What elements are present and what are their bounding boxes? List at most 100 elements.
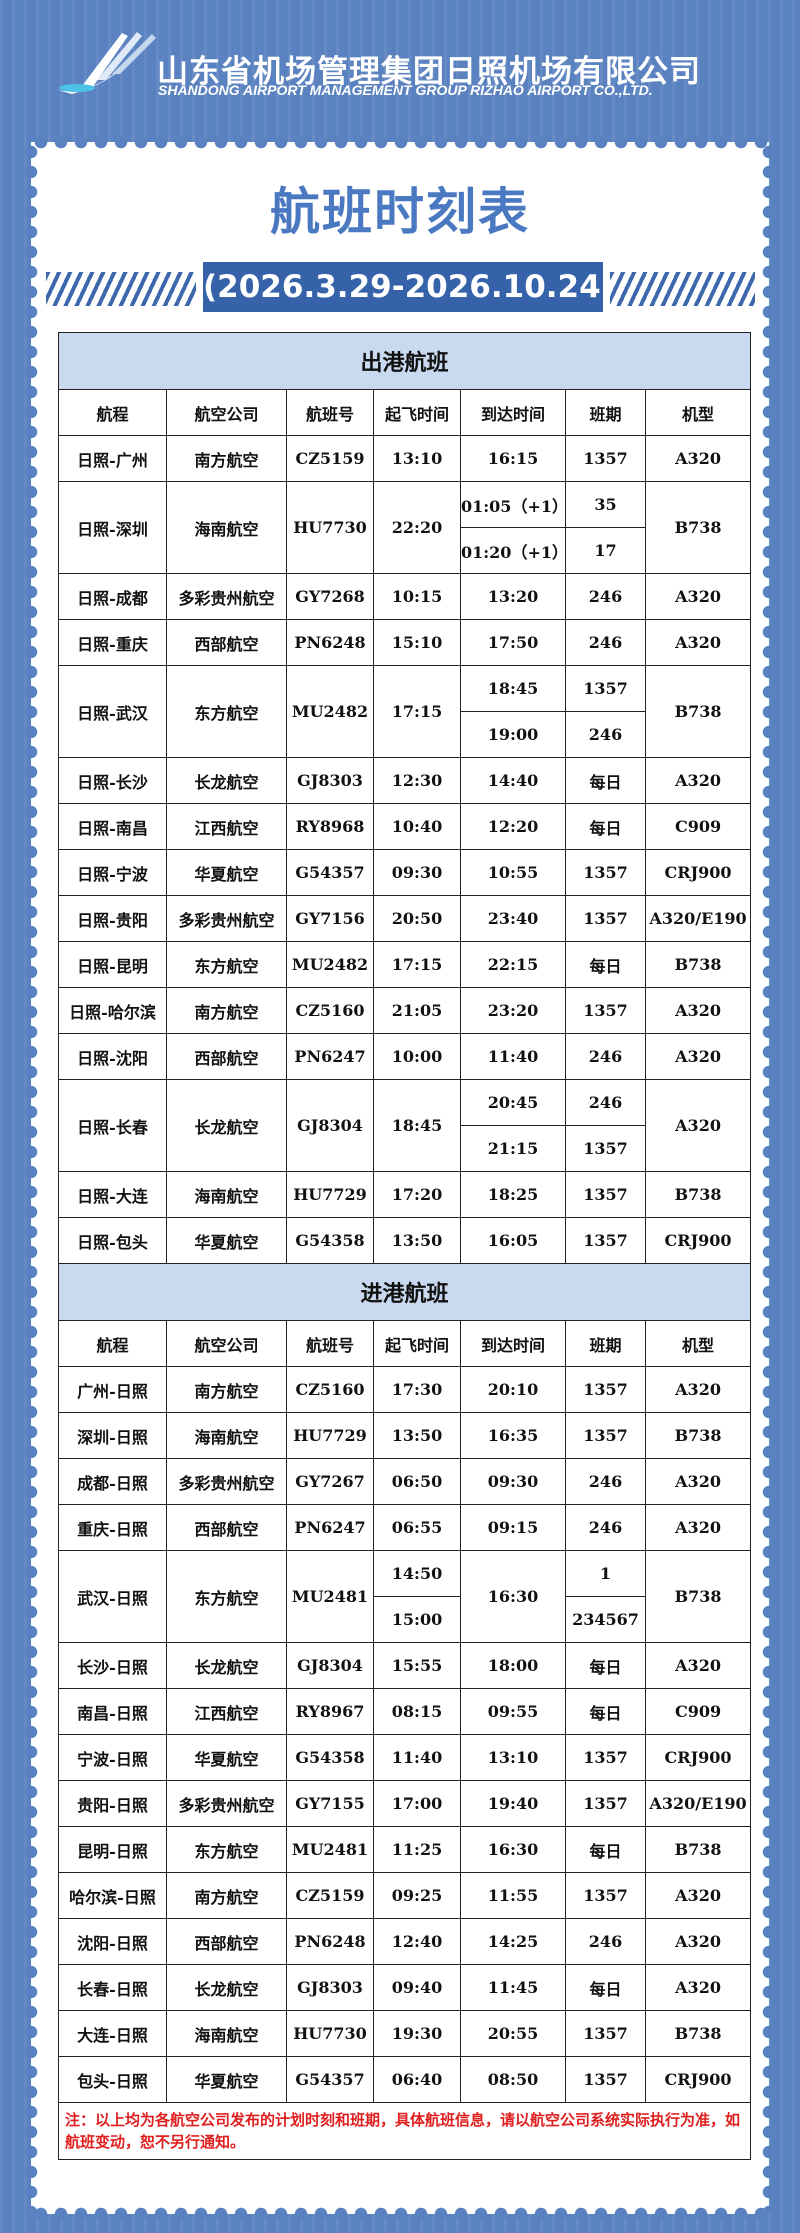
cell: CRJ900 bbox=[644, 849, 752, 896]
cell: 日照-贵阳 bbox=[58, 895, 167, 942]
cell: 贵阳-日照 bbox=[58, 1780, 167, 1827]
cell: 14:40 bbox=[460, 757, 566, 804]
cell: 10:00 bbox=[373, 1033, 461, 1080]
cell: 东方航空 bbox=[166, 665, 287, 758]
cell: 17:20 bbox=[373, 1171, 461, 1218]
flight-row: 大连-日照 海南航空 HU7730 19:30 20:55 1357 B738 bbox=[58, 2010, 752, 2057]
cell: 13:20 bbox=[460, 573, 566, 620]
flight-row: 重庆-日照 西部航空 PN6247 06:55 09:15 246 A320 bbox=[58, 1504, 752, 1551]
note: 注：以上均为各航空公司发布的计划时刻和班期，具体航班信息，请以航空公司系统实际执… bbox=[57, 2102, 752, 2160]
cell: 20:50 bbox=[373, 895, 461, 942]
cell: 每日 bbox=[565, 1642, 646, 1689]
column-header: 航空公司 bbox=[166, 389, 287, 436]
cell: 246 bbox=[565, 1504, 646, 1551]
cell: 13:50 bbox=[373, 1217, 461, 1264]
cell: 1357 bbox=[565, 1171, 646, 1218]
flight-row: 日照-昆明 东方航空 MU2482 17:15 22:15 每日 B738 bbox=[58, 941, 752, 988]
cell: 西部航空 bbox=[166, 619, 287, 666]
cell: 09:15 bbox=[460, 1504, 566, 1551]
cell: 1357 bbox=[565, 987, 646, 1034]
cell: RY8967 bbox=[286, 1688, 374, 1735]
cell: 1357 bbox=[565, 849, 646, 896]
cell: 每日 bbox=[565, 1964, 646, 2011]
cell: 日照-成都 bbox=[58, 573, 167, 620]
cell: 20:10 bbox=[460, 1366, 566, 1413]
cell: 日照-昆明 bbox=[58, 941, 167, 988]
cell: 1357 bbox=[565, 1412, 646, 1459]
cell: 1 bbox=[565, 1550, 646, 1597]
cell: 日照-沈阳 bbox=[58, 1033, 167, 1080]
header-row: 航程 航空公司 航班号 起飞时间 到达时间 班期 机型 bbox=[58, 389, 752, 436]
cell: 18:00 bbox=[460, 1642, 566, 1689]
cell: PN6248 bbox=[286, 1918, 374, 1965]
date-range: (2026.3.29-2026.10.24) bbox=[203, 262, 615, 312]
cell: 17:15 bbox=[373, 665, 461, 758]
title: 航班时刻表 bbox=[270, 183, 530, 241]
cell: MU2482 bbox=[286, 941, 374, 988]
cell: 10:55 bbox=[460, 849, 566, 896]
cell: 16:35 bbox=[460, 1412, 566, 1459]
flight-row: 日照-哈尔滨 南方航空 CZ5160 21:05 23:20 1357 A320 bbox=[58, 987, 752, 1034]
cell: 01:05（+1） bbox=[460, 481, 566, 528]
cell: B738 bbox=[644, 941, 752, 988]
cell: 江西航空 bbox=[166, 803, 287, 850]
cell: CZ5160 bbox=[286, 987, 374, 1034]
cell: 246 bbox=[565, 1918, 646, 1965]
column-header: 机型 bbox=[644, 389, 752, 436]
cell: 14:25 bbox=[460, 1918, 566, 1965]
flight-row: 日照-深圳 海南航空 HU7730 22:20 01:05（+1） 35 B738 bbox=[58, 481, 752, 574]
cell: 246 bbox=[565, 619, 646, 666]
flight-row: 日照-长春 长龙航空 GJ8304 18:45 20:45 246 A320 bbox=[58, 1079, 752, 1172]
cell: A320 bbox=[644, 1918, 752, 1965]
cell: 21:05 bbox=[373, 987, 461, 1034]
column-header: 起飞时间 bbox=[373, 389, 461, 436]
cell: 哈尔滨-日照 bbox=[58, 1872, 167, 1919]
flight-row: 日照-长沙 长龙航空 GJ8303 12:30 14:40 每日 A320 bbox=[58, 757, 752, 804]
company-name-en: SHANDONG AIRPORT MANAGEMENT GROUP RIZHAO… bbox=[158, 82, 653, 98]
cell: HU7730 bbox=[286, 2010, 374, 2057]
flight-row: 武汉-日照 东方航空 MU2481 14:50 16:30 1 B738 bbox=[58, 1550, 752, 1643]
cell: GY7268 bbox=[286, 573, 374, 620]
cell: RY8968 bbox=[286, 803, 374, 850]
cell: 1357 bbox=[565, 1872, 646, 1919]
cell: 09:30 bbox=[373, 849, 461, 896]
cell: 海南航空 bbox=[166, 1412, 287, 1459]
column-header: 到达时间 bbox=[460, 389, 566, 436]
cell: 21:15 bbox=[460, 1125, 566, 1172]
note-row: 注：以上均为各航空公司发布的计划时刻和班期，具体航班信息，请以航空公司系统实际执… bbox=[57, 2102, 752, 2160]
cell: 日照-重庆 bbox=[58, 619, 167, 666]
column-header: 航班号 bbox=[286, 1320, 374, 1367]
column-header: 到达时间 bbox=[460, 1320, 566, 1367]
column-header: 航程 bbox=[58, 389, 167, 436]
flight-row: 沈阳-日照 西部航空 PN6248 12:40 14:25 246 A320 bbox=[58, 1918, 752, 1965]
cell: 06:40 bbox=[373, 2056, 461, 2103]
cell: 246 bbox=[565, 1033, 646, 1080]
cell: 20:45 bbox=[460, 1079, 566, 1126]
flight-row: 21:15 1357 bbox=[59, 1125, 751, 1172]
cell: 1357 bbox=[565, 1125, 646, 1172]
cell: CRJ900 bbox=[644, 1217, 752, 1264]
schedule-table: 出港航班 航程 航空公司 航班号 起飞时间 到达时间 班期 机型 日照-广州 南方航空 CZ5159… bbox=[57, 332, 752, 2160]
cell: 18:25 bbox=[460, 1171, 566, 1218]
cell: 12:40 bbox=[373, 1918, 461, 1965]
column-header: 班期 bbox=[565, 1320, 646, 1367]
cell: 大连-日照 bbox=[58, 2010, 167, 2057]
cell: 23:20 bbox=[460, 987, 566, 1034]
cell: 日照-南昌 bbox=[58, 803, 167, 850]
cell: 13:50 bbox=[373, 1412, 461, 1459]
cell: 19:00 bbox=[460, 711, 566, 758]
cell: 每日 bbox=[565, 1688, 646, 1735]
cell: 246 bbox=[565, 1079, 646, 1126]
cell: 华夏航空 bbox=[166, 849, 287, 896]
section-row: 出港航班 bbox=[57, 332, 752, 390]
cell: 1357 bbox=[565, 435, 646, 482]
cell: A320/E190 bbox=[644, 1780, 752, 1827]
cell: 海南航空 bbox=[166, 481, 287, 574]
cell: 16:15 bbox=[460, 435, 566, 482]
cell: GY7155 bbox=[286, 1780, 374, 1827]
cell: CRJ900 bbox=[644, 1734, 752, 1781]
cell: CRJ900 bbox=[644, 2056, 752, 2103]
cell: 西部航空 bbox=[166, 1918, 287, 1965]
cell: A320 bbox=[644, 1079, 752, 1172]
cell: 22:15 bbox=[460, 941, 566, 988]
